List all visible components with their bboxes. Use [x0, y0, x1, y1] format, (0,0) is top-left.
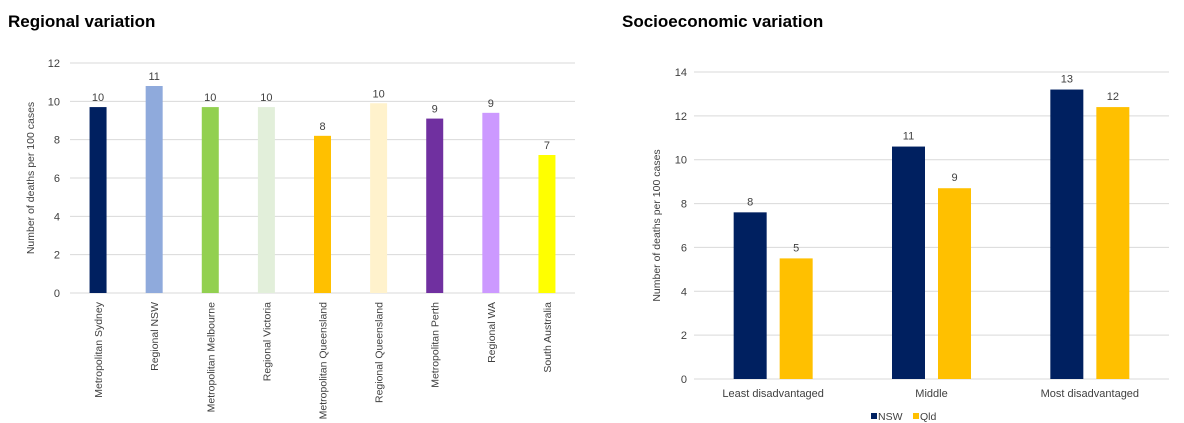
y-tick-right-0: 0	[681, 374, 687, 386]
y-tick-left-5: 10	[48, 96, 60, 108]
y-tick-right-6: 12	[675, 111, 687, 123]
x-tick-right-1: Middle	[915, 388, 947, 400]
bar-qld-1	[938, 188, 971, 379]
x-tick-left-5: Regional Queensland	[374, 302, 386, 403]
data-label-left-2: 10	[204, 92, 216, 104]
legend-label-qld: Qld	[920, 411, 937, 423]
y-axis-label-right: Number of deaths per 100 cases	[651, 149, 663, 301]
chart-title-socioeconomic: Socioeconomic variation	[622, 12, 824, 31]
bar-left-1	[145, 86, 163, 293]
chart-title-regional: Regional variation	[8, 12, 156, 31]
bar-left-2	[201, 107, 219, 293]
y-tick-right-2: 4	[681, 286, 687, 298]
bar-nsw-1	[892, 146, 925, 379]
y-tick-left-1: 2	[54, 250, 60, 262]
y-tick-left-2: 4	[54, 211, 60, 223]
x-tick-left-3: Regional Victoria	[261, 302, 273, 381]
bar-qld-0	[779, 258, 813, 379]
legend-label-nsw: NSW	[878, 411, 903, 423]
y-tick-right-4: 8	[681, 199, 687, 211]
x-tick-left-4: Metropolitan Queensland	[318, 302, 330, 419]
x-tick-left-0: Metropolitan Sydney	[93, 301, 105, 397]
data-label-left-8: 7	[544, 140, 550, 152]
data-label-left-0: 10	[92, 92, 104, 104]
data-label-left-1: 11	[148, 71, 159, 83]
bar-left-6	[426, 118, 444, 293]
data-label-nsw-2: 13	[1061, 74, 1073, 86]
legend-swatch-nsw	[871, 413, 877, 419]
data-label-left-4: 8	[319, 121, 325, 133]
data-label-nsw-0: 8	[747, 196, 753, 208]
data-label-qld-0: 5	[793, 242, 799, 254]
y-tick-left-0: 0	[54, 288, 60, 300]
x-tick-left-7: Regional WA	[486, 302, 498, 363]
bar-left-5	[370, 103, 388, 293]
y-tick-right-5: 10	[675, 155, 687, 167]
x-tick-right-0: Least disadvantaged	[722, 388, 824, 400]
y-tick-left-6: 12	[48, 58, 60, 70]
data-label-left-3: 10	[260, 92, 272, 104]
x-tick-right-2: Most disadvantaged	[1041, 388, 1139, 400]
bar-nsw-2	[1050, 89, 1084, 380]
x-tick-left-2: Metropolitan Melbourne	[205, 302, 217, 412]
bar-left-4	[314, 135, 331, 293]
y-tick-right-3: 6	[681, 242, 687, 254]
y-tick-right-7: 14	[675, 67, 687, 79]
bar-left-0	[89, 107, 107, 293]
bar-left-7	[482, 112, 500, 293]
y-tick-left-4: 8	[54, 135, 60, 147]
bar-left-3	[257, 107, 275, 293]
y-axis-label-left: Number of deaths per 100 cases	[25, 102, 37, 254]
bar-left-8	[538, 155, 556, 293]
data-label-qld-1: 9	[951, 172, 957, 184]
x-tick-left-1: Regional NSW	[149, 302, 161, 371]
bar-nsw-0	[733, 212, 767, 379]
data-label-left-7: 9	[488, 98, 494, 110]
data-label-left-6: 9	[432, 104, 438, 116]
x-tick-left-8: South Australia	[542, 302, 554, 373]
data-label-qld-2: 12	[1107, 91, 1119, 103]
x-tick-left-6: Metropolitan Perth	[430, 302, 442, 388]
data-label-left-5: 10	[372, 88, 384, 100]
y-tick-right-1: 2	[681, 330, 687, 342]
bar-qld-2	[1096, 107, 1130, 379]
legend-swatch-qld	[913, 413, 919, 419]
y-tick-left-3: 6	[54, 173, 60, 185]
data-label-nsw-1: 11	[903, 131, 914, 143]
